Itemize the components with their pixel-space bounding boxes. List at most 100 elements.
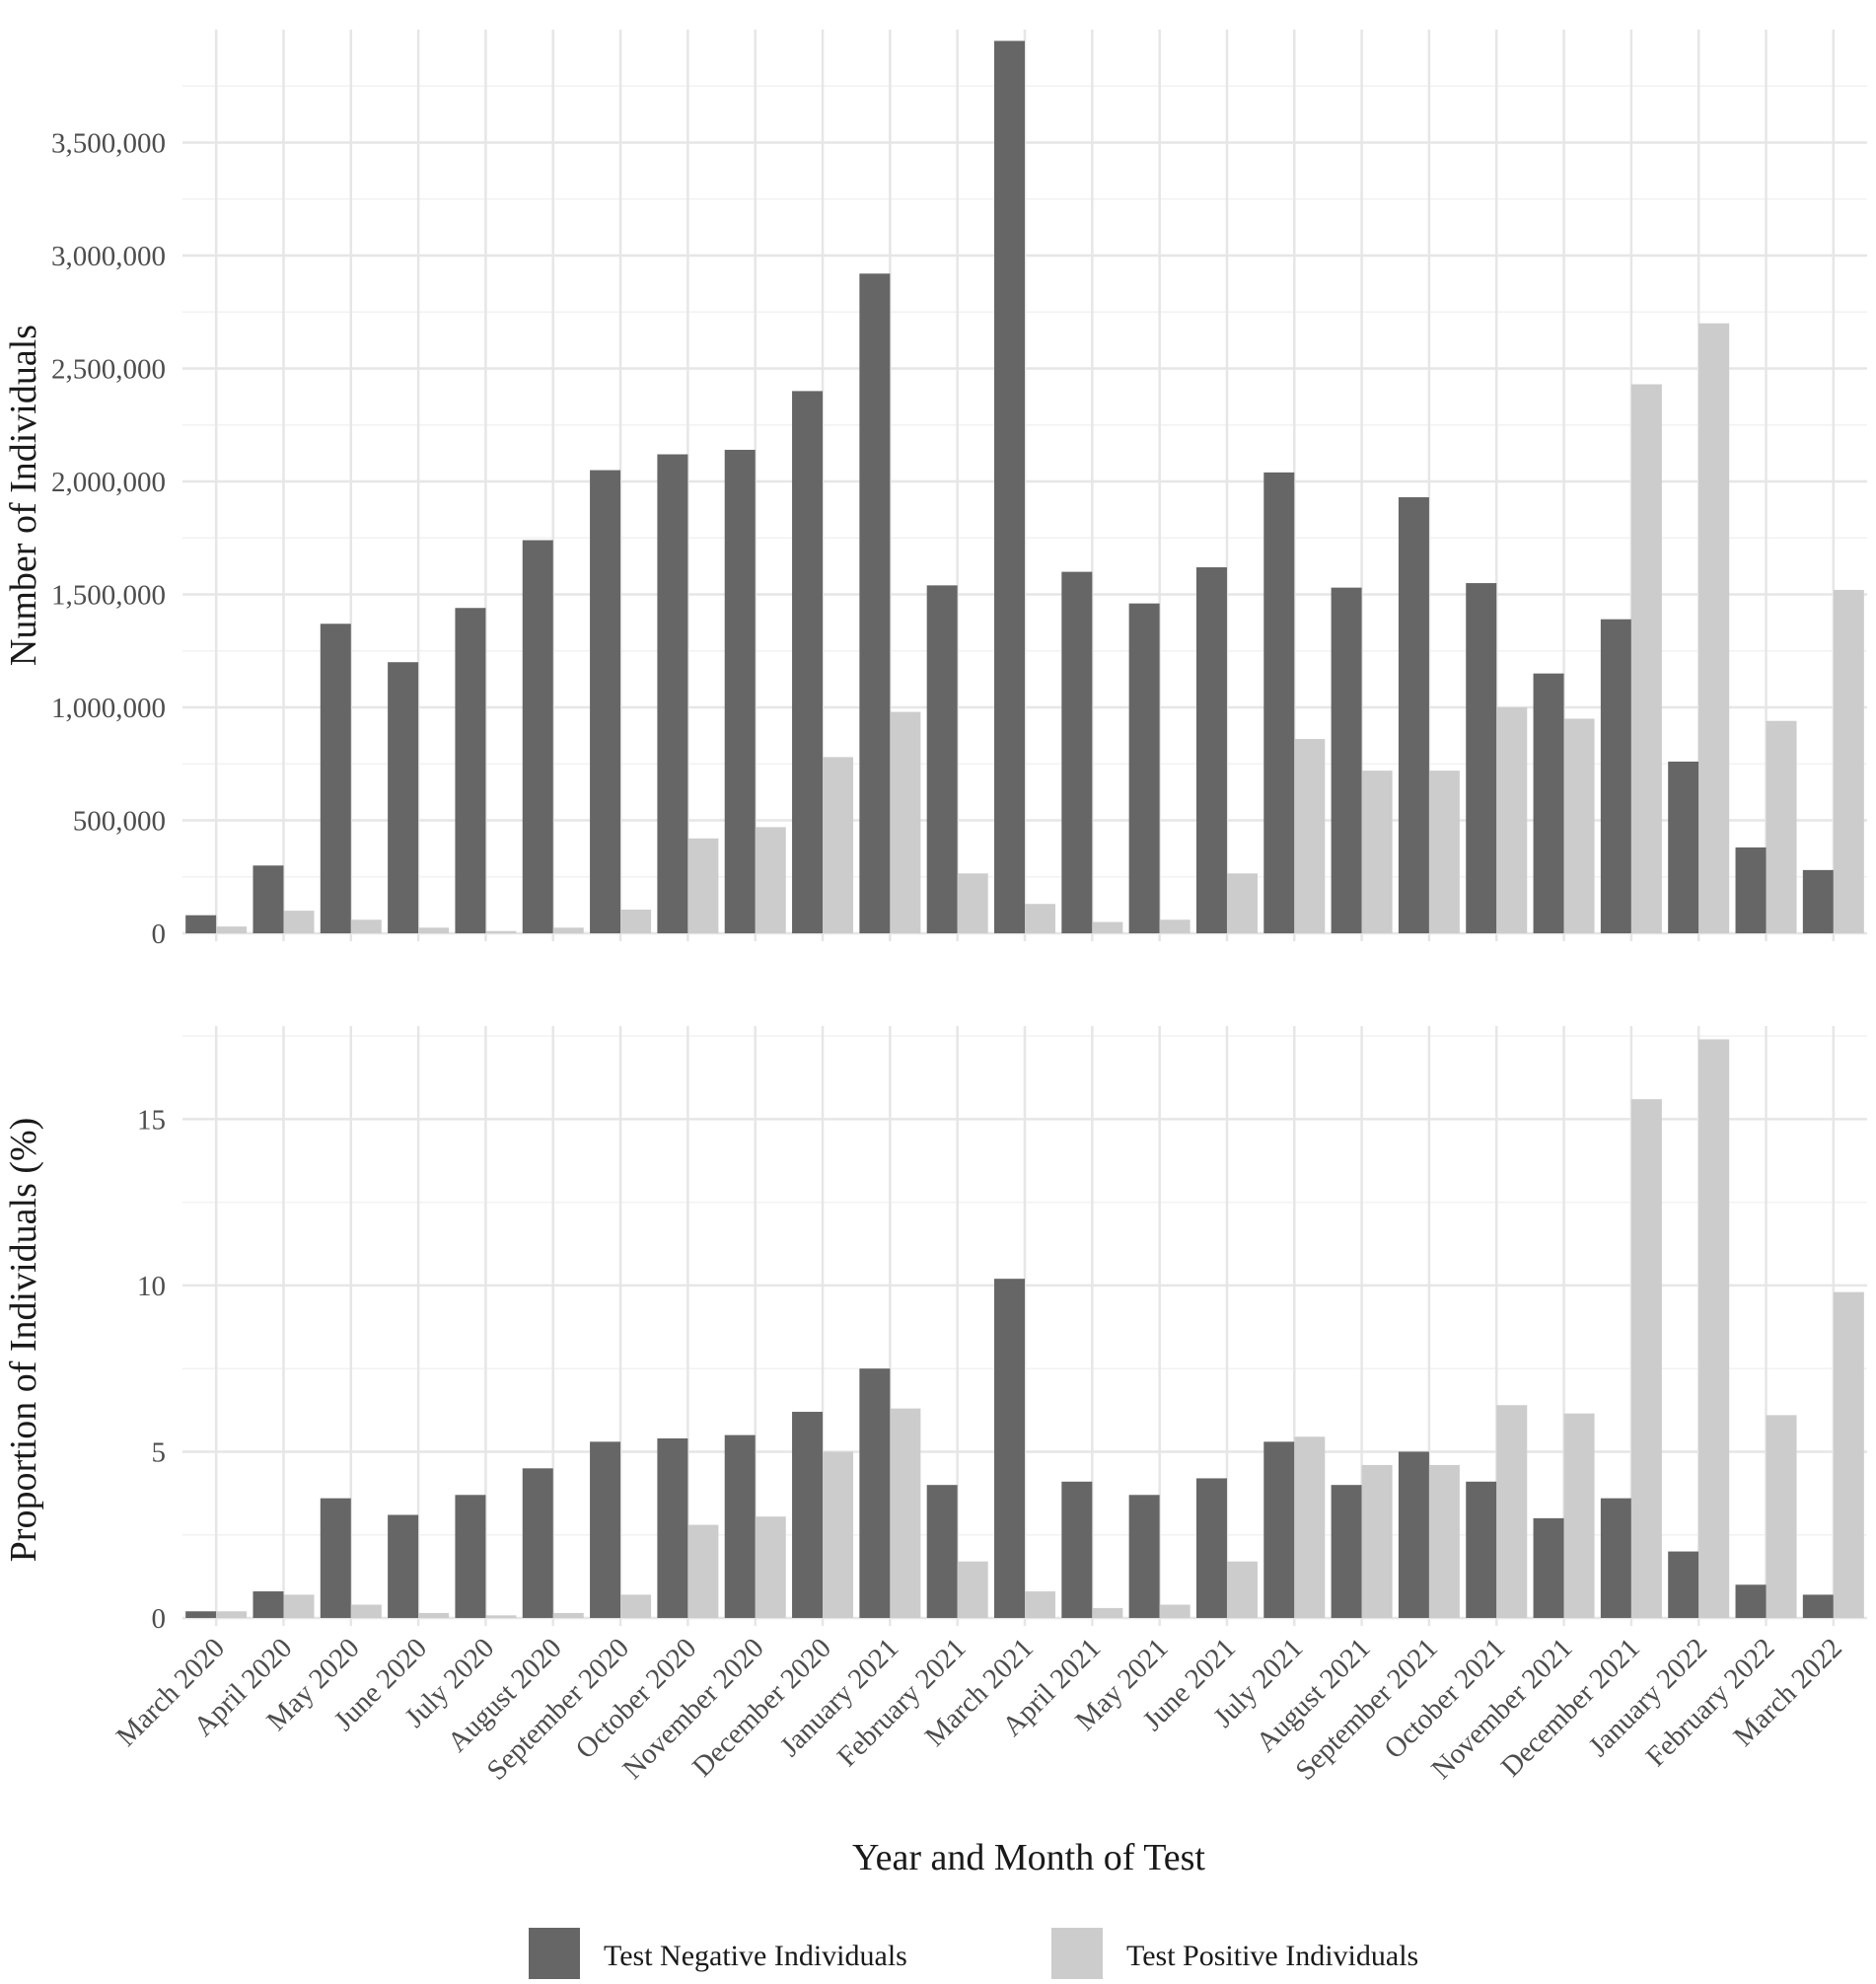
bar-test-negative [1600, 1498, 1631, 1618]
bar-test-positive [957, 1561, 988, 1618]
bar-test-positive [552, 927, 584, 933]
bar-test-negative [1061, 571, 1093, 933]
bar-test-negative [1263, 472, 1295, 933]
bar-test-positive [1294, 1436, 1326, 1618]
bar-test-positive [552, 1612, 584, 1618]
bar-test-positive [1698, 323, 1730, 933]
bar-test-positive [1428, 771, 1460, 933]
bar-test-positive [957, 873, 988, 933]
y-tick-label: 500,000 [73, 806, 166, 838]
bar-test-negative [1195, 1478, 1227, 1618]
y-tick-label: 3,000,000 [51, 241, 166, 272]
bar-test-positive [620, 1594, 652, 1618]
bar-test-positive [1092, 921, 1123, 933]
bar-test-positive [1428, 1464, 1460, 1618]
bar-test-negative [1061, 1481, 1093, 1618]
bar-test-positive [1025, 904, 1055, 933]
bar-test-negative [522, 540, 553, 933]
bar-test-positive [1159, 919, 1191, 933]
bar-test-negative [455, 1495, 486, 1618]
bar-test-positive [1630, 1099, 1662, 1618]
bar-test-positive [1226, 1561, 1258, 1618]
bar-test-positive [1361, 1464, 1393, 1618]
bar-test-negative [590, 1441, 621, 1618]
bar-test-negative [1533, 673, 1564, 933]
bar-test-positive [1563, 1413, 1595, 1618]
bar-test-positive [350, 919, 382, 933]
bar-test-positive [1766, 1415, 1797, 1618]
bar-test-negative [657, 454, 688, 933]
bar-test-negative [1331, 587, 1362, 933]
legend-label-test-negative: Test Negative Individuals [604, 1940, 907, 1972]
bar-test-negative [253, 865, 284, 933]
bar-test-negative [1128, 1495, 1160, 1618]
y-tick-label: 10 [137, 1271, 166, 1302]
bar-test-positive [687, 838, 719, 933]
bar-test-negative [792, 1412, 824, 1618]
bar-test-negative [1195, 567, 1227, 933]
bar-test-negative [994, 1279, 1025, 1618]
y-tick-label: 1,500,000 [51, 580, 166, 612]
y-tick-label: 15 [137, 1104, 166, 1136]
bar-test-negative [185, 915, 217, 933]
bar-test-positive [890, 1408, 921, 1618]
bar-test-negative [657, 1437, 688, 1618]
legend: Test Negative Individuals Test Positive … [529, 1928, 1418, 1979]
bar-test-negative [724, 1434, 756, 1618]
y-tick-label: 2,500,000 [51, 354, 166, 386]
bar-test-negative [926, 1485, 958, 1618]
bar-test-positive [1496, 707, 1528, 933]
bar-test-negative [792, 391, 824, 933]
y-tick-label: 0 [152, 919, 167, 950]
bar-test-negative [388, 1514, 419, 1618]
legend-swatch-test-negative [529, 1928, 580, 1979]
bar-test-negative [1802, 869, 1834, 933]
legend-swatch-test-positive [1051, 1928, 1103, 1979]
bar-test-negative [859, 1368, 891, 1618]
bar-test-positive [283, 1594, 315, 1618]
bar-test-negative [320, 1498, 351, 1618]
bar-test-positive [1092, 1607, 1123, 1618]
bar-test-positive [890, 711, 921, 933]
bar-test-negative [388, 662, 419, 933]
bar-test-positive [1630, 384, 1662, 933]
legend-label-test-positive: Test Positive Individuals [1126, 1940, 1418, 1972]
bar-test-positive [1496, 1405, 1528, 1618]
bar-test-positive [283, 911, 315, 933]
bar-test-negative [1466, 583, 1497, 933]
x-axis-title: Year and Month of Test [852, 1837, 1205, 1878]
y-tick-label: 5 [152, 1436, 167, 1468]
bar-test-positive [823, 757, 854, 933]
bar-test-positive [485, 930, 517, 933]
bar-test-positive [687, 1524, 719, 1618]
bar-test-negative [590, 470, 621, 933]
bar-test-negative [1398, 497, 1429, 933]
bar-test-negative [1398, 1451, 1429, 1618]
count-y-axis-title: Number of Individuals [3, 325, 44, 666]
bar-test-positive [350, 1604, 382, 1618]
y-tick-label: 2,000,000 [51, 467, 166, 498]
y-tick-label: 1,000,000 [51, 693, 166, 724]
bar-test-negative [1128, 603, 1160, 933]
bar-test-positive [418, 1612, 450, 1618]
bar-test-positive [485, 1615, 517, 1618]
bar-test-negative [522, 1468, 553, 1618]
bar-test-positive [1025, 1591, 1055, 1618]
bar-test-negative [1735, 1584, 1767, 1618]
bar-test-positive [1766, 720, 1797, 933]
bar-test-positive [1833, 589, 1864, 933]
bar-test-negative [455, 608, 486, 933]
bar-test-positive [1226, 873, 1258, 933]
bar-test-positive [216, 926, 248, 933]
bar-test-positive [1294, 739, 1326, 933]
bar-test-negative [926, 585, 958, 933]
bar-test-negative [1668, 1551, 1699, 1618]
bar-test-negative [1668, 761, 1699, 933]
bar-test-positive [1833, 1291, 1864, 1618]
y-tick-label: 3,500,000 [51, 128, 166, 160]
bar-test-positive [1361, 771, 1393, 933]
proportion-panel: 0 5 10 15 [137, 1026, 1867, 1635]
proportion-y-axis-title: Proportion of Individuals (%) [3, 1118, 44, 1563]
